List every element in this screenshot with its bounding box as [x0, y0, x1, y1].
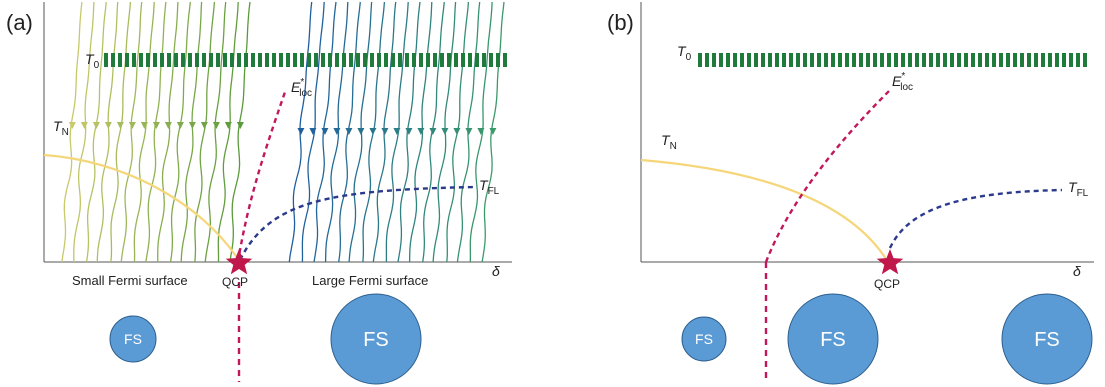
- small-fs-wavy-arrow: [68, 122, 76, 129]
- large-fs-wavy-arrow: [465, 128, 473, 135]
- large-fs-wavy-arrow: [369, 128, 377, 135]
- small-fs-wavy-line: [96, 1, 119, 263]
- small-fs-wavy-line: [204, 1, 227, 263]
- panel-b-fs-1-text: FS: [695, 331, 713, 347]
- panel-a-qcp-label: QCP: [222, 275, 248, 289]
- panel-a-tn-label: TN: [53, 118, 69, 138]
- small-fs-wavy-arrow: [140, 122, 148, 129]
- panel-b-delta-label: δ: [1073, 263, 1081, 279]
- panel-b-tn-curve: [640, 158, 889, 263]
- small-fs-wavy-arrow: [200, 122, 208, 129]
- large-fs-wavy-arrow: [381, 128, 389, 135]
- panel-b-qcp-label: QCP: [874, 277, 900, 291]
- large-fs-wavy-arrow: [321, 128, 329, 135]
- panel-a-fs-large-circle: [330, 293, 422, 385]
- panel-b-fs-2-circle: [787, 293, 879, 385]
- large-fs-wavy-arrow: [357, 128, 365, 135]
- small-fs-wavy-arrow: [176, 122, 184, 129]
- small-fs-wavy-line: [110, 1, 132, 263]
- panel-a-eloc-line: [236, 91, 287, 263]
- small-fs-wavy-line: [169, 1, 191, 263]
- panel-a-fs-small-text: FS: [124, 331, 142, 347]
- large-fs-wavy-arrow: [345, 128, 353, 135]
- panel-b-eloc-line: [764, 89, 891, 263]
- panel-a-delta-label: δ: [492, 263, 500, 279]
- small-fs-wavy-line: [145, 1, 167, 263]
- panel-b-qcp-star: [876, 249, 904, 275]
- small-fs-wavy-line: [120, 1, 143, 263]
- large-fs-wavy-arrow: [297, 128, 305, 135]
- small-fs-wavy-line: [194, 1, 216, 263]
- small-fs-wavy-arrow: [224, 122, 232, 129]
- small-fs-wavy-line: [73, 1, 95, 262]
- small-fs-wavy-line: [180, 1, 203, 263]
- large-fs-wavy-line: [469, 1, 493, 263]
- small-fs-wavy-line: [133, 1, 155, 263]
- large-fs-wavy-arrow: [441, 128, 449, 135]
- small-fs-wavy-arrow: [164, 122, 172, 129]
- panel-b-tfl-label: TFL: [1068, 179, 1089, 199]
- panel-b-fs-2-text: FS: [820, 329, 846, 351]
- small-fs-wavy-lines: [61, 1, 251, 263]
- small-fs-wavy-arrow: [188, 122, 196, 129]
- panel-a-t0-label: T0: [85, 51, 100, 71]
- panel-b-tfl-line: [888, 188, 1063, 249]
- large-fermi-surface-label: Large Fermi surface: [312, 273, 428, 288]
- panel-b-fs-3-circle: [1001, 293, 1093, 385]
- panel-a-tag: (a): [6, 10, 33, 35]
- large-fs-wavy-arrow: [417, 128, 425, 135]
- large-fs-wavy-line: [324, 1, 349, 263]
- panel-b-t0-label: T0: [677, 43, 692, 63]
- large-fs-wavy-line: [408, 1, 433, 263]
- large-fs-wavy-line: [313, 1, 337, 263]
- panel-a-tn-curve: [43, 153, 241, 263]
- panel-a-tfl-label: TFL: [479, 177, 500, 197]
- large-fs-wavy-arrow: [333, 128, 341, 135]
- large-fs-wavy-arrow: [489, 128, 497, 135]
- small-fs-wavy-arrow: [116, 122, 124, 129]
- panel-a-fs-large-text: FS: [363, 329, 389, 351]
- large-fs-wavy-lines: [288, 1, 505, 263]
- large-fs-wavy-line: [481, 1, 505, 263]
- panel-b-eloc-label: E* loc: [892, 71, 913, 93]
- small-fs-wavy-arrow: [104, 122, 112, 129]
- large-fs-wavy-line: [301, 1, 325, 263]
- small-fs-wavy-arrow: [80, 122, 88, 129]
- panel-b-fs-3-text: FS: [1034, 329, 1060, 351]
- panel-a: (a) T0 TN E* loc TFL δ QCP Small Fermi su…: [6, 1, 512, 385]
- large-fs-wavy-line: [397, 1, 421, 263]
- panel-b-fs-1-circle: [681, 316, 727, 362]
- large-fs-wavy-arrow: [405, 128, 413, 135]
- panel-a-eloc-label: E* loc: [291, 77, 312, 99]
- small-fs-wavy-line: [61, 1, 83, 263]
- small-fs-wavy-arrow: [236, 122, 244, 129]
- small-fermi-surface-label: Small Fermi surface: [72, 273, 188, 288]
- small-fs-wavy-arrow: [92, 122, 100, 129]
- small-fs-wavy-line: [217, 1, 239, 262]
- small-fs-wavy-arrow: [128, 122, 136, 129]
- large-fs-wavy-line: [385, 1, 409, 262]
- large-fs-wavy-arrow: [309, 128, 317, 135]
- small-fs-wavy-arrow: [152, 122, 160, 129]
- small-fs-wavy-line: [85, 1, 107, 263]
- large-fs-wavy-arrow: [393, 128, 401, 135]
- large-fs-wavy-arrow: [453, 128, 461, 135]
- panel-b-tn-label: TN: [661, 132, 677, 152]
- large-fs-wavy-arrow: [477, 128, 485, 135]
- small-fs-wavy-arrow: [212, 122, 220, 129]
- large-fs-wavy-arrow: [429, 128, 437, 135]
- small-fs-wavy-line: [229, 1, 251, 263]
- panel-a-qcp-star: [225, 249, 253, 275]
- small-fs-wavy-line: [157, 1, 179, 263]
- panel-a-fs-small-circle: [109, 315, 157, 363]
- panel-a-tfl-line: [238, 185, 476, 261]
- panel-b: (b) T0 TN E* loc TFL δ QCP FS FS FS: [607, 2, 1094, 385]
- panel-b-tag: (b): [607, 10, 634, 35]
